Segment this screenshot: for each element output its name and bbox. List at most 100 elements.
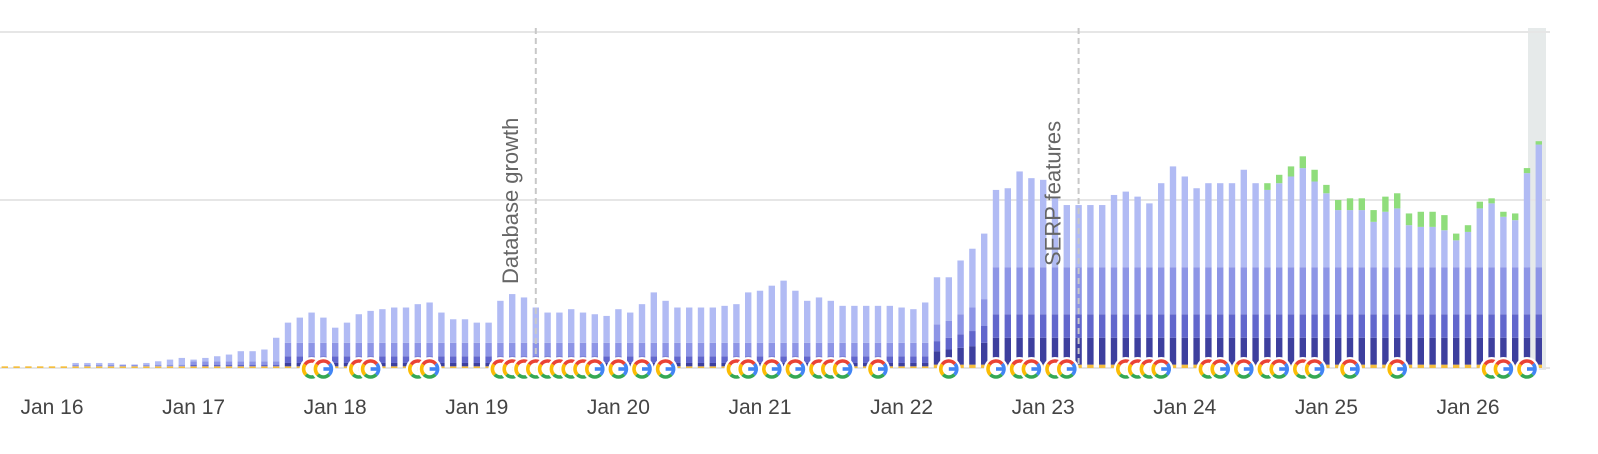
bar-segment xyxy=(957,314,964,335)
x-tick-label: Jan 23 xyxy=(1012,396,1075,419)
bar-segment xyxy=(981,342,988,365)
bar-segment xyxy=(1240,169,1247,268)
icon-arc xyxy=(1496,373,1511,379)
icon-arc xyxy=(1116,363,1122,376)
bar-segment xyxy=(391,342,398,357)
bar-segment xyxy=(910,309,917,343)
bar-segment xyxy=(1228,337,1236,365)
bar-segment xyxy=(1228,364,1236,368)
bar-segment xyxy=(627,342,634,357)
bar-segment xyxy=(1523,314,1531,338)
bar-segment xyxy=(945,337,952,350)
google-update-icon xyxy=(417,357,442,381)
bar-segment xyxy=(343,356,351,363)
bar-segment xyxy=(332,342,339,357)
bar-segment xyxy=(1394,208,1401,268)
icon-arc xyxy=(537,363,544,376)
icon-arc xyxy=(1127,363,1134,376)
bar-segment xyxy=(1370,221,1377,268)
bar-segment xyxy=(674,342,681,357)
bar-segment xyxy=(1087,364,1094,368)
bar-segment xyxy=(1370,210,1377,222)
icon-arc xyxy=(835,373,850,379)
bar-segment xyxy=(261,364,268,367)
bar-segment xyxy=(1476,364,1483,368)
icon-arc xyxy=(1024,373,1039,379)
bar-segment xyxy=(1370,267,1377,315)
bar-segment xyxy=(780,356,787,363)
bar-segment xyxy=(1405,267,1413,315)
bar-segment xyxy=(933,341,941,352)
icon-arc xyxy=(871,373,885,379)
bar-segment xyxy=(1004,267,1011,315)
bar-segment xyxy=(851,356,858,363)
bar-segment xyxy=(1523,337,1531,365)
bar-segment xyxy=(1323,193,1330,268)
bar-segment xyxy=(1004,364,1011,368)
bar-segment xyxy=(1441,337,1448,365)
bar-segment xyxy=(1181,176,1188,268)
bar-segment xyxy=(1099,205,1106,268)
bar-segment xyxy=(1464,231,1472,268)
bar-segment xyxy=(1417,337,1424,365)
bar-segment xyxy=(1512,220,1519,268)
google-updates xyxy=(299,357,1539,381)
bar-segment xyxy=(1323,364,1330,368)
bar-segment xyxy=(898,362,905,367)
bar-segment xyxy=(650,342,657,357)
bar-segment xyxy=(1358,337,1365,365)
bar-segment xyxy=(1063,267,1070,315)
bar-segment xyxy=(1252,314,1259,338)
bar-segment xyxy=(166,364,174,367)
bar-segment xyxy=(969,364,976,368)
icon-arc xyxy=(1212,359,1228,366)
bar-segment xyxy=(497,300,504,343)
bar-segment xyxy=(1264,183,1271,190)
bar-segment xyxy=(273,364,280,367)
icon-arc xyxy=(611,373,626,379)
icon-arc xyxy=(421,359,438,366)
icon-arc xyxy=(561,363,567,376)
bar-segment xyxy=(461,366,469,368)
bar-segment xyxy=(1299,168,1306,268)
google-update-icon xyxy=(1338,357,1362,381)
bar-segment xyxy=(1405,213,1413,226)
bar-segment xyxy=(225,364,233,367)
bar-segment xyxy=(1370,314,1377,338)
x-tick-label: Jan 21 xyxy=(728,396,791,419)
bar-segment xyxy=(25,366,32,368)
bar-segment xyxy=(343,362,351,367)
bar-segment xyxy=(579,312,587,343)
bar-segment xyxy=(296,317,303,343)
bar-segment xyxy=(1429,226,1436,268)
bar-segment xyxy=(1217,314,1224,338)
bar-segment xyxy=(1346,210,1354,268)
icon-arc xyxy=(1389,359,1405,366)
bar-segment xyxy=(1169,166,1177,268)
google-update-icon xyxy=(936,357,961,381)
bar-segment xyxy=(603,342,610,357)
bar-segment xyxy=(709,342,716,357)
icon-arc xyxy=(1058,359,1075,366)
bar-segment xyxy=(756,290,764,343)
bar-segment xyxy=(1464,364,1472,368)
bar-segment xyxy=(37,366,44,368)
bar-segment xyxy=(355,342,362,357)
bar-segment xyxy=(379,362,386,367)
bar-segment xyxy=(379,356,386,363)
bar-segment xyxy=(603,356,610,363)
bar-segment xyxy=(898,342,905,357)
bar-segment xyxy=(84,362,91,365)
bar-segment xyxy=(922,362,929,367)
bar-segment xyxy=(520,297,528,343)
bar-segment xyxy=(851,305,858,343)
bar-segment xyxy=(96,364,103,367)
bar-segment xyxy=(1264,314,1271,338)
bar-segment xyxy=(615,342,622,357)
bar-segment xyxy=(721,342,728,357)
bar-segment xyxy=(933,351,941,365)
bar-segment xyxy=(1099,314,1106,338)
bar-segment xyxy=(1110,314,1118,338)
bar-segment xyxy=(981,326,988,343)
bar-segment xyxy=(721,362,728,367)
